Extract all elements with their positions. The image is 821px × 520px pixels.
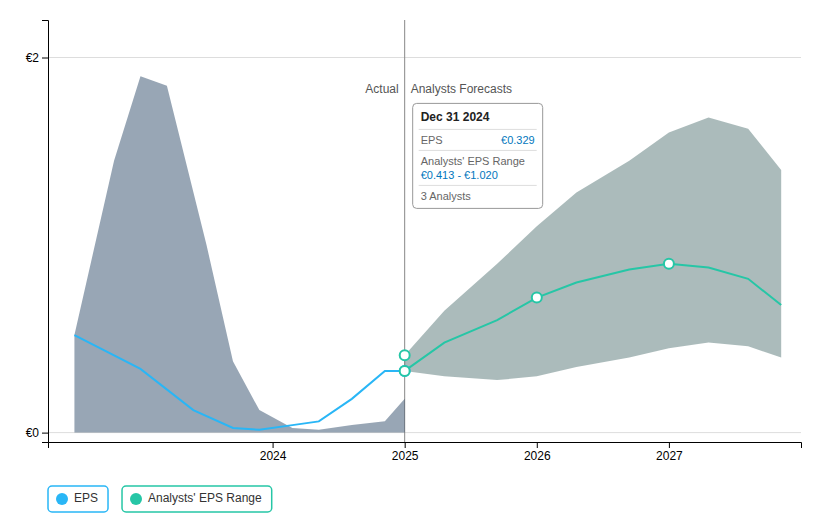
region-label: Actual bbox=[365, 82, 398, 96]
y-tick-label: €0 bbox=[26, 426, 40, 440]
x-tick-mark bbox=[669, 442, 670, 448]
eps-area bbox=[74, 76, 404, 432]
y-tick: €0 bbox=[26, 426, 48, 440]
tooltip-separator bbox=[419, 150, 537, 151]
series-line bbox=[405, 264, 782, 371]
legend-swatch bbox=[130, 493, 142, 505]
tooltip-value: €0.329 bbox=[501, 134, 535, 146]
x-tick: 2027 bbox=[656, 442, 683, 463]
x-tick-mark bbox=[537, 442, 538, 448]
y-tick-mark bbox=[42, 58, 48, 59]
range-band bbox=[405, 118, 782, 381]
grid-line bbox=[48, 57, 801, 58]
y-tick-mark bbox=[42, 433, 48, 434]
tooltip-label: Analysts' EPS Range bbox=[421, 155, 525, 167]
legend-item: Analysts' EPS Range bbox=[122, 486, 272, 512]
legend-label: EPS bbox=[74, 491, 98, 505]
tooltip: Dec 31 2024 EPS €0.329 Analysts' EPS Range €… bbox=[413, 103, 543, 208]
y-tick-label: €2 bbox=[26, 51, 40, 65]
point-marker bbox=[532, 293, 542, 303]
region-label: Analysts Forecasts bbox=[411, 82, 512, 96]
tooltip-note: 3 Analysts bbox=[421, 190, 472, 202]
tooltip-title: Dec 31 2024 bbox=[421, 110, 490, 124]
x-tick-label: 2026 bbox=[524, 449, 551, 463]
tooltip-box bbox=[413, 103, 543, 208]
legend-swatch bbox=[56, 493, 68, 505]
y-axis-line bbox=[42, 21, 49, 443]
legend-box bbox=[122, 486, 272, 512]
legend: EPS Analysts' EPS Range bbox=[48, 486, 272, 512]
tooltip-label: EPS bbox=[421, 134, 443, 146]
legend-box bbox=[48, 486, 108, 512]
x-axis-line bbox=[49, 443, 802, 449]
chart: 2024 2025 2026 2027 €0 €2 Actual Analysts Forec… bbox=[0, 0, 821, 520]
tooltip-separator bbox=[419, 129, 537, 130]
legend-item: EPS bbox=[48, 486, 108, 512]
point-marker bbox=[664, 259, 674, 269]
point-marker bbox=[400, 366, 410, 376]
plot-marks bbox=[74, 20, 781, 442]
x-tick-label: 2024 bbox=[260, 449, 287, 463]
y-axis: €0 €2 bbox=[26, 21, 49, 443]
point-marker bbox=[400, 350, 410, 360]
x-tick: 2025 bbox=[392, 442, 419, 463]
tooltip-separator bbox=[419, 185, 537, 186]
x-tick-label: 2025 bbox=[392, 449, 419, 463]
tooltip-value: €0.413 - €1.020 bbox=[421, 169, 498, 181]
x-tick-mark bbox=[405, 442, 406, 448]
point-marker bbox=[400, 366, 410, 376]
x-tick: 2024 bbox=[260, 442, 287, 463]
x-axis: 2024 2025 2026 2027 bbox=[49, 442, 802, 463]
legend-label: Analysts' EPS Range bbox=[148, 491, 262, 505]
x-tick: 2026 bbox=[524, 442, 551, 463]
divider-line bbox=[404, 20, 405, 442]
x-tick-mark bbox=[273, 442, 274, 448]
grid bbox=[48, 58, 801, 433]
x-tick-label: 2027 bbox=[656, 449, 683, 463]
y-tick: €2 bbox=[26, 51, 48, 65]
series-line bbox=[74, 335, 404, 430]
